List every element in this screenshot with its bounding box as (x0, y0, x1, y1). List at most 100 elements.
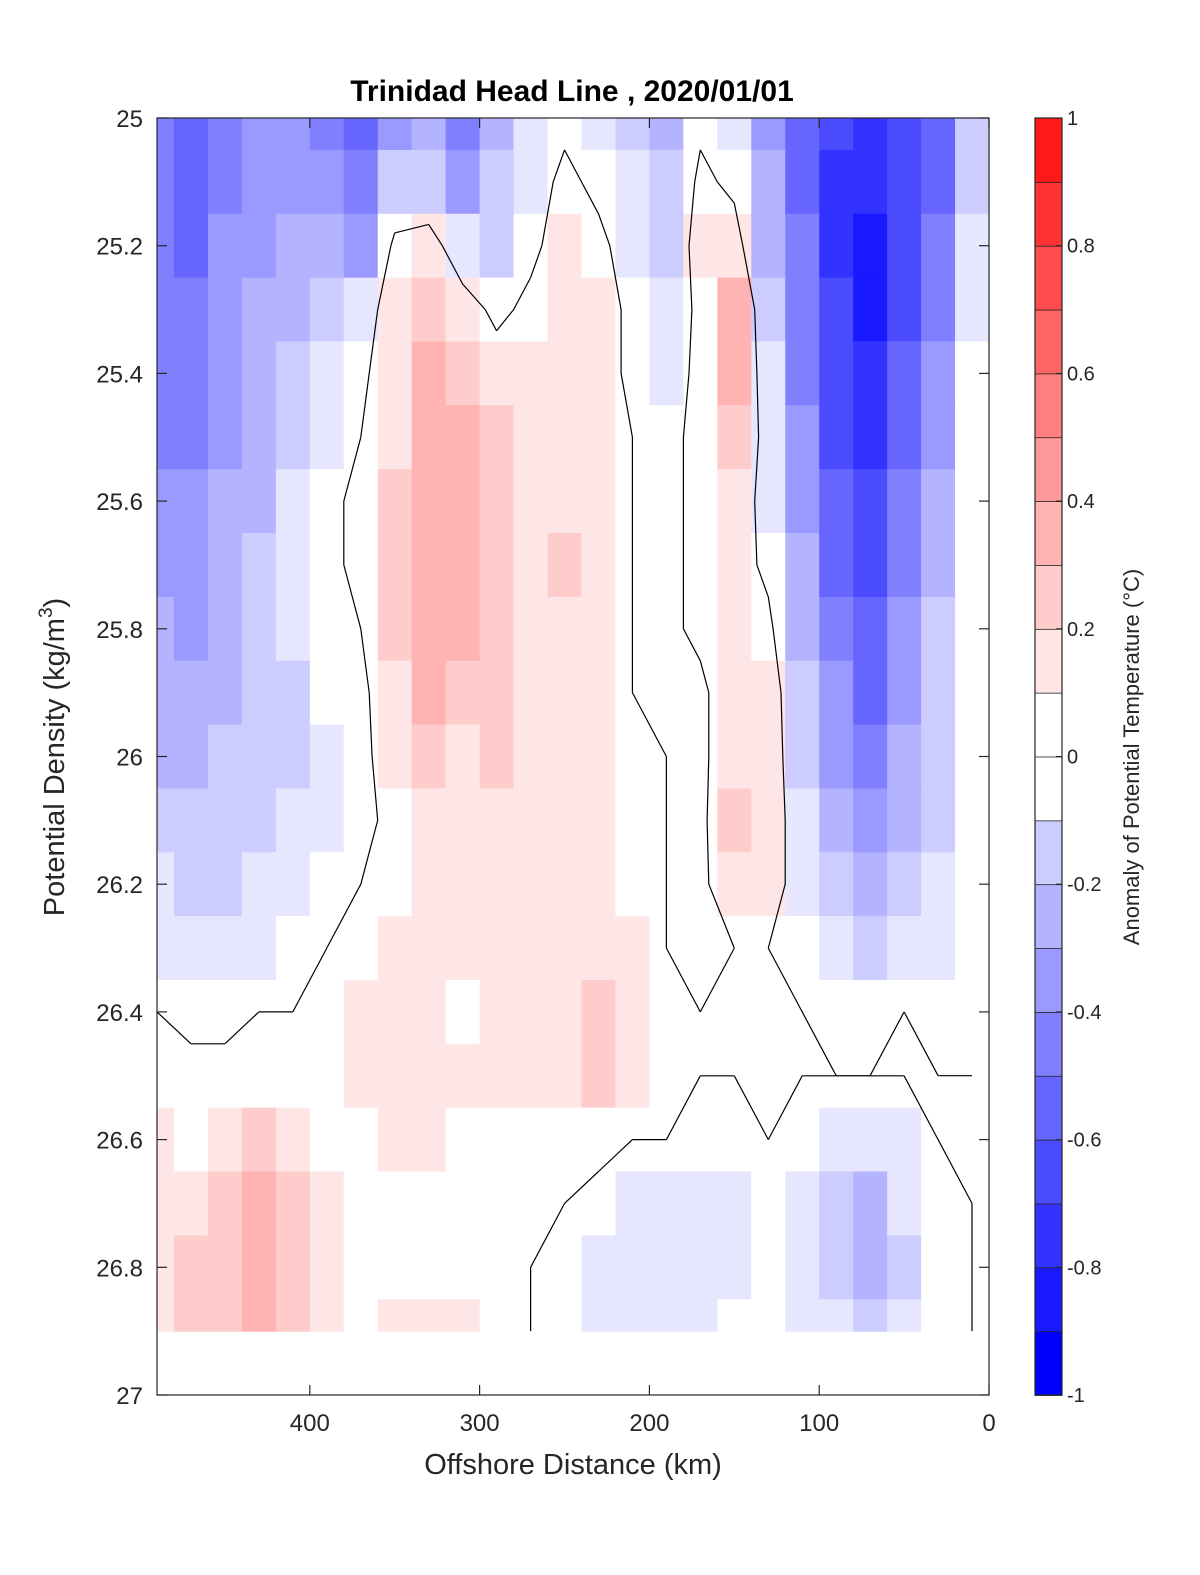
heatmap-cell (241, 1235, 277, 1300)
heatmap-cell (887, 277, 922, 343)
heatmap-cell (615, 1235, 651, 1300)
heatmap-cell (207, 118, 243, 151)
heatmap-cell (853, 788, 888, 853)
heatmap-cell (377, 724, 413, 790)
heatmap-cell (343, 660, 379, 726)
heatmap-cell (853, 596, 888, 662)
heatmap-cell (479, 596, 515, 662)
heatmap-cell (649, 1235, 684, 1300)
heatmap-cell (343, 277, 379, 343)
heatmap-cell (275, 1171, 311, 1236)
heatmap-cell (309, 596, 345, 662)
heatmap-cell (683, 788, 718, 853)
heatmap-cell (547, 724, 583, 790)
heatmap-cell (411, 533, 447, 598)
heatmap-cell (207, 916, 243, 981)
heatmap-cell (649, 533, 684, 598)
heatmap-cell (343, 916, 379, 981)
heatmap-cell (343, 533, 379, 598)
colorbar-swatch (1034, 181, 1063, 247)
colorbar-swatch (1034, 756, 1063, 822)
heatmap-cell (751, 213, 786, 279)
heatmap-cell (887, 1299, 922, 1332)
heatmap-cell (921, 852, 956, 917)
heatmap-cell (377, 118, 413, 151)
heatmap-cell (343, 149, 379, 215)
heatmap-cell (683, 1171, 718, 1236)
heatmap-cell (445, 533, 481, 598)
heatmap-cell (581, 1299, 617, 1332)
heatmap-cell (921, 1299, 956, 1332)
heatmap-cell (717, 1107, 752, 1173)
heatmap-cell (785, 341, 820, 406)
x-axis-ticks: 400 300 200 100 0 (290, 118, 996, 1437)
heatmap-cell (377, 1107, 413, 1173)
x-tick-label: 200 (629, 1410, 669, 1437)
heatmap-cell (479, 979, 515, 1045)
heatmap-cell (887, 213, 922, 279)
heatmap-cell (207, 596, 243, 662)
heatmap-cell (275, 916, 311, 981)
heatmap-cell (411, 213, 447, 279)
heatmap-cell (207, 852, 243, 917)
heatmap-cell (819, 118, 854, 151)
colorbar-tick-label: 0.4 (1067, 491, 1095, 513)
heatmap-cell (411, 788, 447, 853)
heatmap-cell (581, 596, 617, 662)
y-tick-label: 25.8 (96, 617, 143, 644)
heatmap-cell (241, 118, 277, 151)
heatmap-cell (207, 533, 243, 598)
y-axis-label: Potential Density (kg/m3) (36, 598, 71, 916)
heatmap-cell (173, 277, 209, 343)
heatmap-cell (479, 469, 515, 534)
heatmap-cell (853, 660, 888, 726)
heatmap-cell (649, 1299, 684, 1332)
heatmap-cell (275, 852, 311, 917)
heatmap-cell (581, 916, 617, 981)
heatmap-cell (241, 469, 277, 534)
heatmap-cell (445, 916, 481, 981)
heatmap-cell (157, 277, 175, 343)
heatmap-cell (173, 533, 209, 598)
heatmap-cell (887, 1107, 922, 1173)
heatmap-cell (173, 405, 209, 470)
heatmap-cell (309, 1043, 345, 1109)
heatmap-cell (377, 1235, 413, 1300)
heatmap-cell (445, 341, 481, 406)
heatmap-cell (649, 979, 684, 1045)
heatmap-cell (173, 660, 209, 726)
heatmap-cell (173, 979, 209, 1045)
heatmap-cell (513, 1043, 549, 1109)
heatmap-cell (615, 1171, 651, 1236)
heatmap-cell (479, 1107, 515, 1173)
heatmap-cell (717, 1299, 752, 1332)
heatmap-cell (445, 118, 481, 151)
heatmap-cell (819, 660, 854, 726)
heatmap-cell (921, 788, 956, 853)
x-tick-label: 300 (460, 1410, 500, 1437)
heatmap-cell (157, 405, 175, 470)
heatmap-cell (377, 405, 413, 470)
heatmap-cell (887, 788, 922, 853)
heatmap-cell (207, 660, 243, 726)
heatmap-cell (479, 533, 515, 598)
heatmap-cell (445, 1107, 481, 1173)
heatmap-cell (479, 660, 515, 726)
heatmap-cell (207, 979, 243, 1045)
heatmap-cell (581, 1043, 617, 1109)
heatmap-cell (649, 118, 684, 151)
heatmap-cell (887, 341, 922, 406)
heatmap-cell (377, 1299, 413, 1332)
heatmap-cell (853, 533, 888, 598)
heatmap-cell (683, 533, 718, 598)
heatmap-cell (309, 405, 345, 470)
heatmap-cell (887, 596, 922, 662)
heatmap-cell (343, 1299, 379, 1332)
heatmap-cell (309, 1107, 345, 1173)
colorbar-label: Anomaly of Potential Temperature (°C) (1119, 569, 1144, 945)
colorbar-swatches (1034, 117, 1063, 1396)
heatmap-cell (683, 1299, 718, 1332)
heatmap-cell (819, 277, 854, 343)
heatmap-cell (275, 660, 311, 726)
heatmap-cell (207, 1299, 243, 1332)
